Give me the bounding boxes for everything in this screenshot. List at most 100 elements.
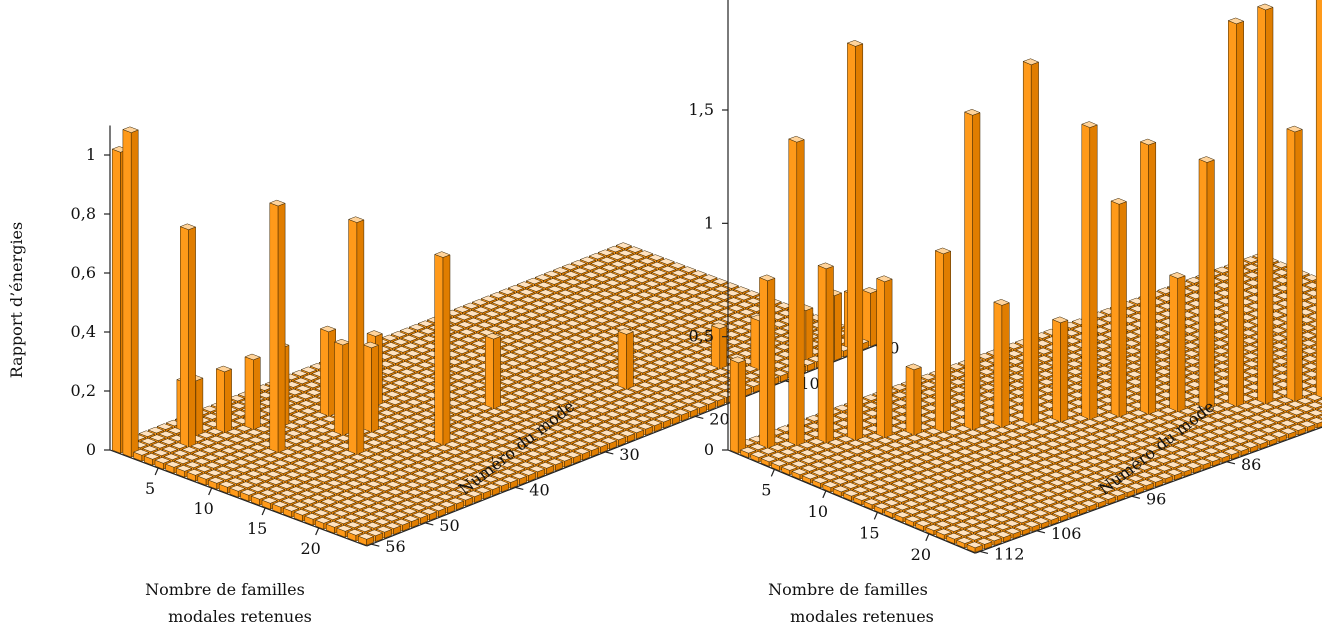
bar-top-face bbox=[727, 304, 745, 312]
bar-top-face bbox=[720, 316, 737, 323]
bar-top-face bbox=[616, 291, 634, 298]
bar-top-face bbox=[672, 277, 690, 284]
bar-top-face bbox=[597, 249, 615, 256]
value-tick-label: 0 bbox=[86, 440, 96, 459]
bar-top-face bbox=[552, 267, 570, 274]
mode-tick-label: 56 bbox=[385, 537, 405, 556]
bar-top-face bbox=[706, 296, 723, 304]
bar-top-face bbox=[570, 260, 588, 267]
bar-top-face bbox=[575, 282, 593, 290]
bar-top-face bbox=[648, 303, 666, 310]
bar-top-face bbox=[663, 280, 681, 288]
bar-top-face bbox=[666, 296, 684, 303]
bar-top-face bbox=[697, 300, 714, 307]
bar bbox=[434, 251, 451, 450]
bar-side-face bbox=[371, 344, 379, 437]
bar-side-face bbox=[719, 325, 728, 374]
bar-top-face bbox=[772, 328, 789, 335]
bar bbox=[484, 332, 502, 414]
bars bbox=[111, 126, 879, 546]
bar bbox=[244, 353, 261, 435]
bar-front-face bbox=[244, 356, 254, 435]
bar-top-face bbox=[686, 296, 704, 303]
bar-top-face bbox=[597, 290, 614, 298]
bar-front-face bbox=[750, 317, 760, 375]
bar-top-face bbox=[554, 274, 571, 282]
bar-front-face bbox=[362, 344, 372, 437]
family-tick bbox=[208, 487, 213, 496]
bar-top-face bbox=[658, 258, 675, 265]
bar-top-face bbox=[731, 320, 748, 327]
bar-top-face bbox=[682, 322, 700, 330]
bar-top-face bbox=[668, 303, 686, 311]
bar-top-face bbox=[640, 265, 657, 272]
bar-top-face bbox=[645, 288, 663, 295]
bar-top-face bbox=[615, 283, 632, 291]
bar-top-face bbox=[704, 289, 722, 296]
bar-top-face bbox=[684, 288, 702, 296]
bar-top-face bbox=[600, 264, 618, 271]
bar-front-face bbox=[334, 341, 344, 440]
bar-front-face bbox=[348, 219, 358, 459]
bar-top-face bbox=[638, 299, 655, 306]
bar-top-face bbox=[626, 246, 643, 253]
bar-top-face bbox=[738, 308, 755, 316]
chart-panel-1: 00,20,40,60,8151015200102030405056Rappor… bbox=[7, 125, 899, 626]
bar-top-face bbox=[675, 292, 693, 299]
bar-front-face bbox=[320, 328, 329, 421]
bar-top-face bbox=[607, 294, 625, 302]
bar-top-face bbox=[599, 256, 616, 264]
bar-top-face bbox=[606, 287, 623, 294]
bar-top-face bbox=[715, 293, 732, 300]
bar-top-face bbox=[683, 281, 700, 288]
bar-front-face bbox=[269, 202, 279, 458]
bar bbox=[269, 199, 286, 458]
bar-front-face bbox=[216, 368, 225, 438]
bar-top-face bbox=[661, 273, 679, 280]
bar bbox=[347, 216, 365, 459]
bar-top-face bbox=[636, 291, 654, 299]
bar-top-face bbox=[660, 265, 677, 273]
family-tick-label: 15 bbox=[247, 519, 267, 538]
bar-side-face bbox=[356, 219, 365, 459]
mode-tick-label: 40 bbox=[529, 480, 549, 499]
mode-tick bbox=[515, 486, 524, 491]
bar-top-face bbox=[624, 280, 641, 287]
mode-tick bbox=[371, 543, 380, 547]
bar-top-face bbox=[681, 273, 699, 281]
bar-top-face bbox=[679, 307, 696, 315]
bar-top-face bbox=[634, 284, 652, 291]
value-tick-label: 0,8 bbox=[71, 204, 96, 223]
bar-top-face bbox=[688, 304, 705, 311]
bar-top-face bbox=[701, 274, 718, 281]
bar-side-face bbox=[805, 307, 814, 365]
bar-top-face bbox=[732, 327, 750, 335]
bar-top-face bbox=[629, 302, 646, 310]
mode-tick-label: 30 bbox=[619, 445, 639, 464]
bar-top-face bbox=[615, 242, 633, 249]
bar-top-face bbox=[665, 288, 682, 295]
bar-top-face bbox=[642, 272, 659, 280]
mode-tick bbox=[695, 415, 704, 420]
bar-top-face bbox=[647, 295, 664, 303]
bar-top-face bbox=[611, 268, 629, 275]
value-tick-label: 0,2 bbox=[71, 381, 96, 400]
bar-top-face bbox=[670, 311, 687, 318]
bar-top-face bbox=[654, 284, 672, 291]
bar-top-face bbox=[729, 312, 746, 319]
bar-side-face bbox=[493, 336, 501, 414]
family-tick-label: 10 bbox=[193, 499, 213, 518]
bar-top-face bbox=[700, 315, 718, 323]
bar-top-face bbox=[713, 285, 731, 293]
bar-top-face bbox=[561, 263, 579, 271]
bar-top-face bbox=[564, 278, 582, 286]
bar-top-face bbox=[582, 271, 600, 279]
value-tick-label: 1 bbox=[86, 145, 96, 164]
bar-top-face bbox=[584, 279, 602, 286]
mode-tick-label: 20 bbox=[709, 409, 729, 428]
bar-top-face bbox=[627, 295, 645, 302]
family-axis-line bbox=[109, 449, 368, 547]
bar-top-face bbox=[543, 270, 561, 278]
bar-front-face bbox=[862, 289, 871, 347]
